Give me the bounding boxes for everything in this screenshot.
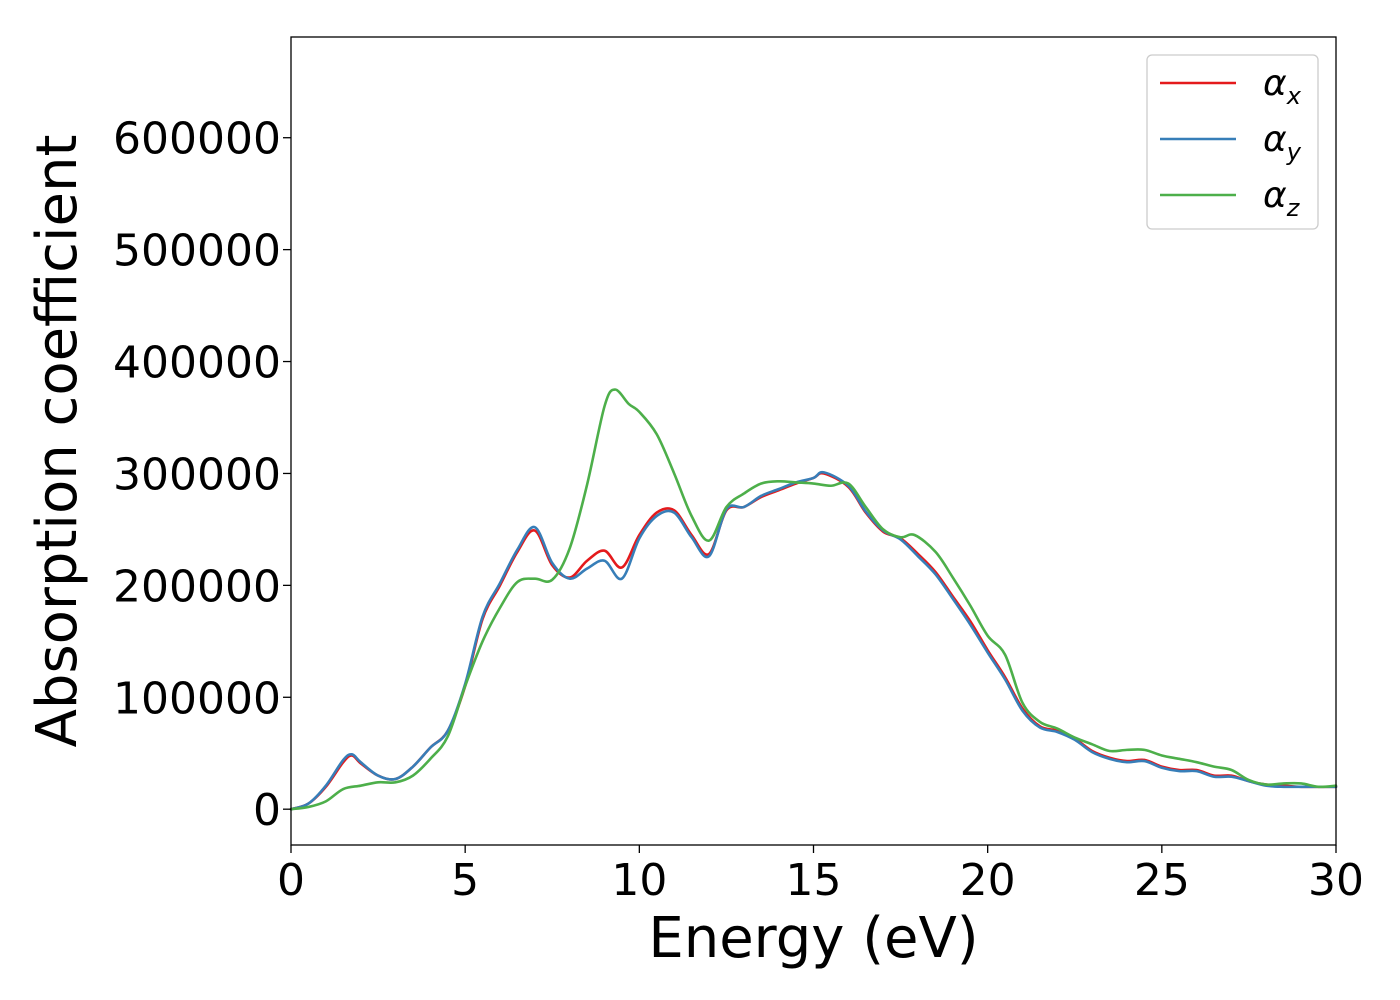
y-tick-label: 200000 xyxy=(113,561,281,612)
legend-label-subscript: x xyxy=(1286,82,1302,110)
legend-label-alpha-y: αy xyxy=(1263,119,1302,166)
legend-label-alpha-x: αx xyxy=(1263,63,1302,110)
series-line-alpha-y xyxy=(289,470,1338,811)
legend-label-main: α xyxy=(1263,175,1287,216)
series-layer xyxy=(289,388,1338,811)
y-axis-title: Absorption coefficient xyxy=(25,135,90,748)
legend-label-subscript: z xyxy=(1286,194,1301,222)
legend-label-subscript: y xyxy=(1286,138,1302,166)
y-tick-label: 600000 xyxy=(113,114,281,165)
x-tick-label: 25 xyxy=(1134,855,1190,906)
y-tick-label: 300000 xyxy=(113,449,281,500)
legend-box xyxy=(1146,54,1319,230)
y-tick-label: 100000 xyxy=(113,673,281,724)
x-tick-label: 15 xyxy=(786,855,842,906)
y-tick-label: 500000 xyxy=(113,226,281,277)
x-axis-ticks: 0 5 10 15 20 25 30 xyxy=(277,845,1364,906)
x-axis-title: Energy (eV) xyxy=(648,906,978,971)
x-tick-label: 0 xyxy=(277,855,305,906)
x-tick-label: 10 xyxy=(611,855,667,906)
legend-label-alpha-z: αz xyxy=(1263,175,1301,222)
y-tick-label: 0 xyxy=(253,785,281,836)
y-tick-label: 400000 xyxy=(113,338,281,389)
legend-label-main: α xyxy=(1263,119,1287,160)
x-tick-label: 20 xyxy=(960,855,1016,906)
y-axis-ticks: 0 100000 200000 300000 400000 500000 600000 xyxy=(113,114,291,836)
series-line-alpha-z xyxy=(289,388,1338,811)
x-tick-label: 5 xyxy=(451,855,479,906)
legend-label-main: α xyxy=(1263,63,1287,104)
x-tick-label: 30 xyxy=(1308,855,1364,906)
